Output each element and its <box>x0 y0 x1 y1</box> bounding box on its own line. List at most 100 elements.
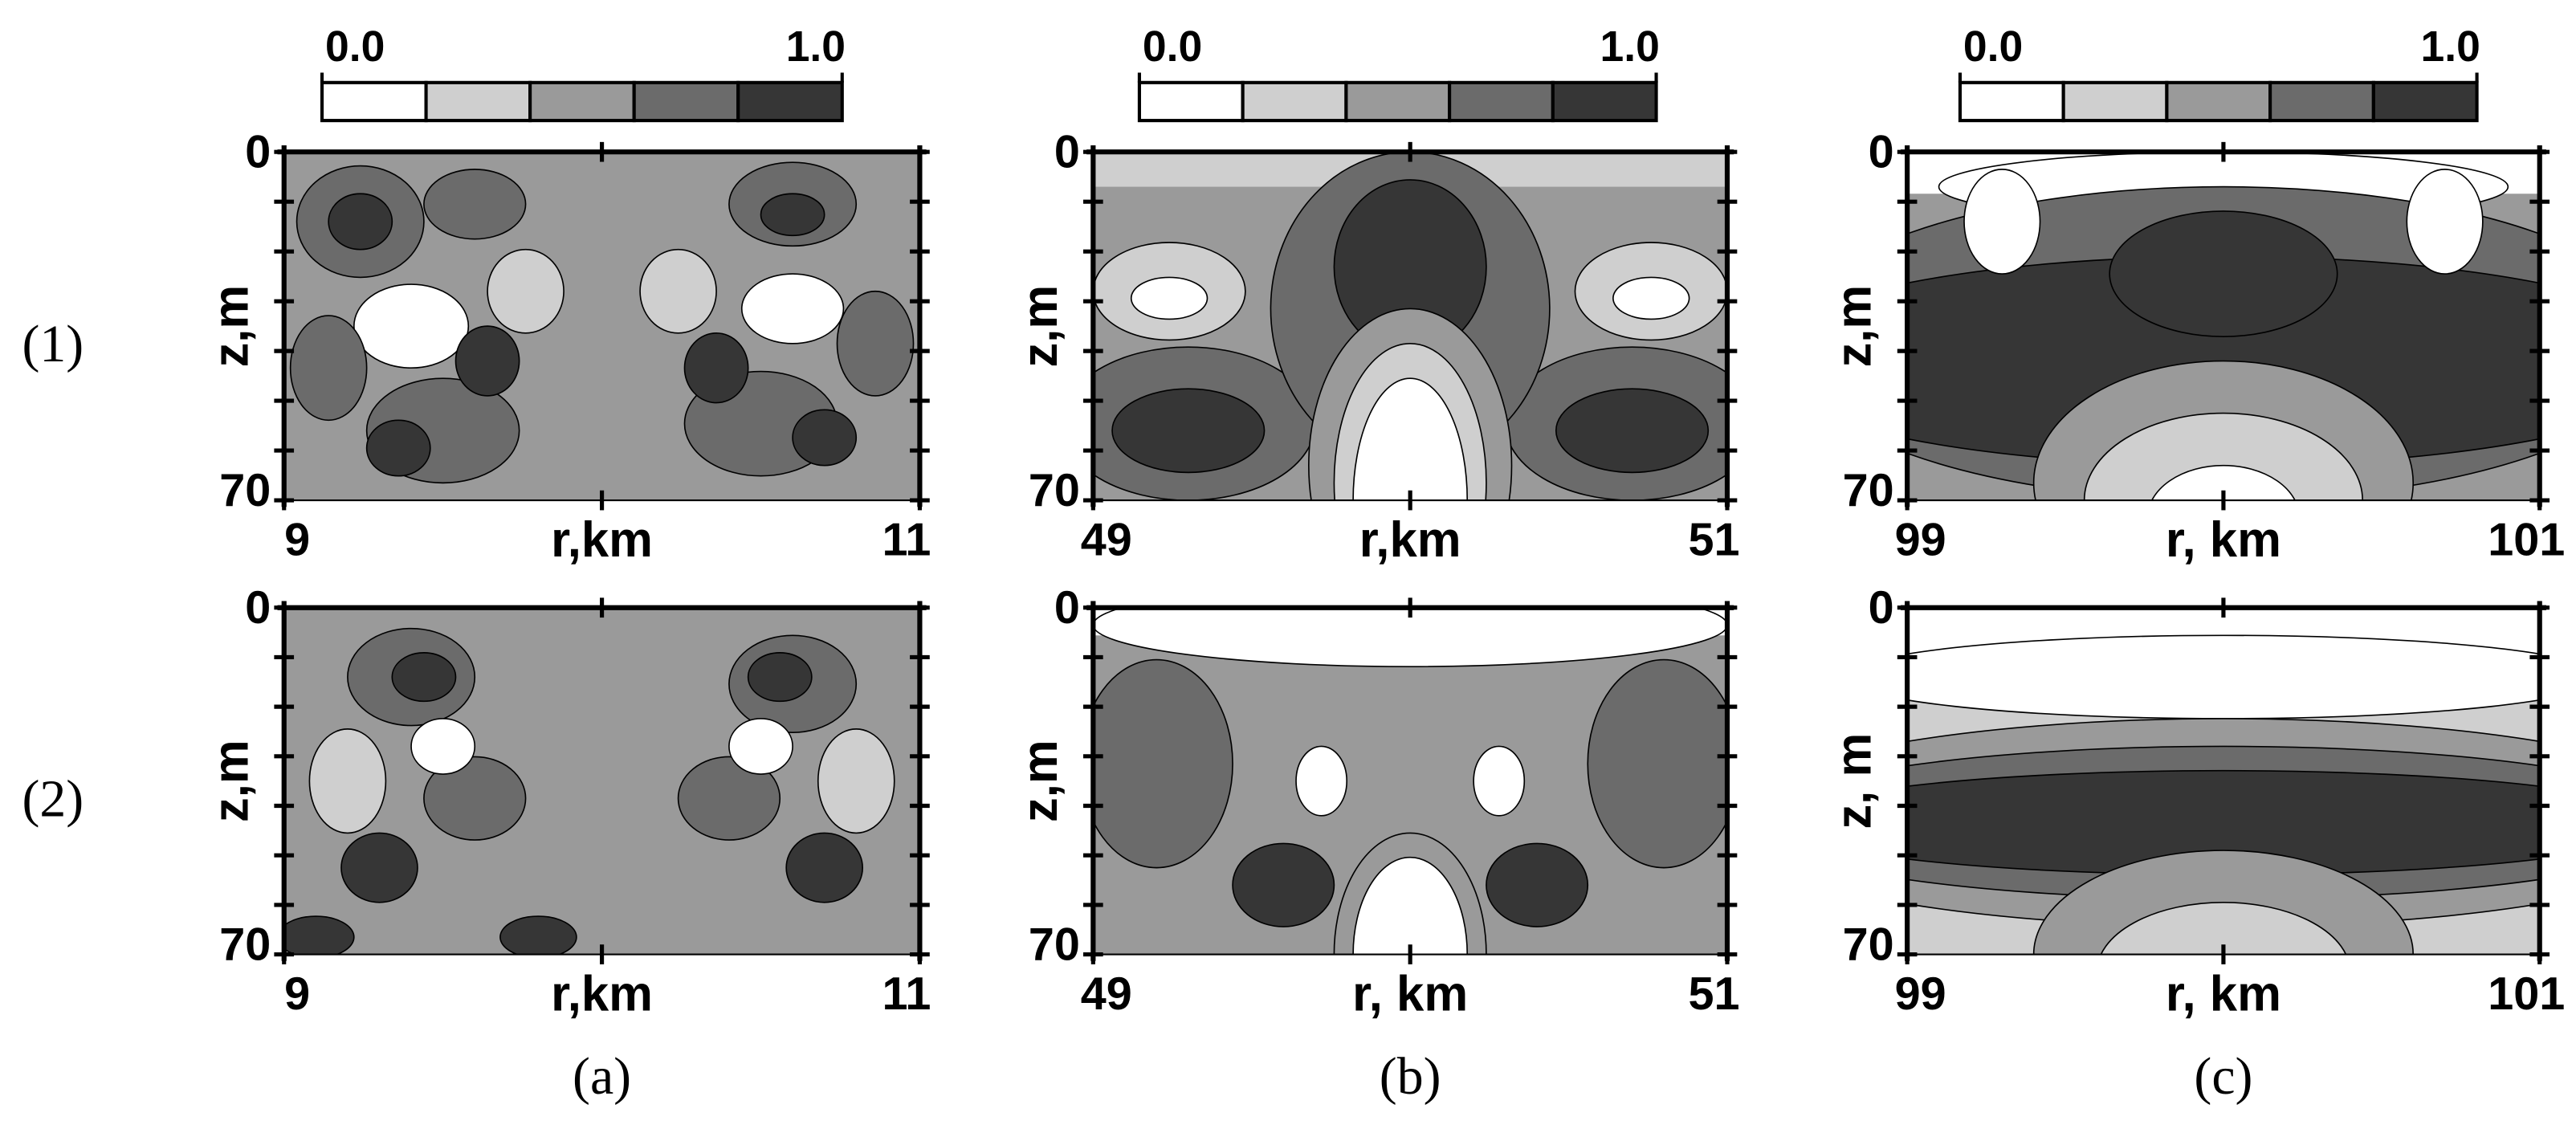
x-axis-label: r, km <box>1352 966 1468 1021</box>
colorbar-swatch <box>2061 80 2169 123</box>
x-tick-label: 11 <box>882 968 931 1020</box>
contour-region <box>1093 607 1727 667</box>
x-tick-label: 49 <box>1081 515 1132 566</box>
y-tick-label: 0 <box>1869 582 1894 634</box>
contour-field <box>1093 152 1727 501</box>
contour-region <box>423 756 527 841</box>
y-tick-label: 0 <box>1869 127 1894 178</box>
contour-region <box>836 290 915 397</box>
contour-region <box>289 315 368 422</box>
column-label: (c) <box>2194 1047 2252 1106</box>
contour-region <box>747 652 813 703</box>
colorbar-swatch <box>1958 80 2065 123</box>
y-axis-label: z,m <box>1013 740 1068 822</box>
contour-region <box>1093 658 1233 869</box>
y-tick-label: 0 <box>245 582 271 634</box>
contour-region <box>2150 464 2296 501</box>
colorbar-swatch <box>1551 80 1658 123</box>
contour-region <box>340 832 418 903</box>
column-label: (b) <box>1380 1047 1441 1106</box>
y-axis-label: z, m <box>1827 733 1882 829</box>
x-tick-label: 101 <box>2488 515 2565 566</box>
y-tick-label: 0 <box>1054 127 1080 178</box>
row-label: (2) <box>22 770 84 829</box>
contour-region <box>353 283 470 369</box>
y-tick-label: 70 <box>1843 465 1894 516</box>
x-axis-label: r,km <box>551 966 653 1021</box>
colorbar-tick-label: 0.0 <box>1963 23 2023 71</box>
contour-region <box>1473 745 1526 817</box>
contour-region <box>499 915 577 955</box>
colorbar-swatch <box>736 80 844 123</box>
x-tick-label: 51 <box>1689 515 1740 566</box>
contour-region <box>1111 388 1266 474</box>
y-tick-label: 70 <box>219 465 271 516</box>
x-tick-label: 9 <box>284 968 310 1020</box>
contour-region <box>785 832 864 903</box>
x-axis-label: r,km <box>1359 512 1461 568</box>
contour-region <box>308 728 387 834</box>
colorbar-swatch <box>528 80 636 123</box>
colorbar-swatch <box>2268 80 2375 123</box>
contour-region <box>1486 842 1589 927</box>
x-tick-label: 11 <box>882 515 931 566</box>
contour-region <box>683 332 749 404</box>
contour-field <box>283 607 920 955</box>
contour-field <box>1907 152 2540 501</box>
x-axis-label: r, km <box>2166 966 2281 1021</box>
contour-region <box>1130 276 1209 320</box>
x-axis-label: r,km <box>551 512 653 568</box>
x-tick-label: 51 <box>1689 968 1740 1020</box>
contour-region <box>740 273 845 344</box>
contour-region <box>410 718 476 775</box>
y-tick-label: 70 <box>1029 465 1080 516</box>
contour-region <box>454 325 520 397</box>
colorbar-swatch <box>1137 80 1245 123</box>
contour-region <box>2100 902 2347 955</box>
contour-region <box>2083 412 2363 501</box>
colorbar-tick-label: 1.0 <box>786 23 846 71</box>
contour-region <box>283 915 355 955</box>
x-axis-label: r, km <box>2166 512 2281 568</box>
contour-region <box>1232 842 1335 927</box>
colorbar-swatch <box>1344 80 1452 123</box>
contour-region <box>487 248 565 334</box>
contour-region <box>760 193 825 237</box>
contour-region <box>792 409 858 467</box>
y-tick-label: 70 <box>219 919 271 971</box>
colorbar-swatch <box>2165 80 2272 123</box>
contour-region <box>423 169 527 240</box>
contour-region <box>1907 634 2540 719</box>
contour-region <box>2406 169 2484 275</box>
colorbar-swatch <box>320 80 428 123</box>
contour-region <box>1352 856 1469 955</box>
contour-region <box>1555 388 1710 474</box>
contour-field <box>1907 607 2540 955</box>
colorbar-swatch <box>1241 80 1348 123</box>
colorbar-swatch <box>632 80 740 123</box>
colorbar-tick-label: 1.0 <box>1600 23 1660 71</box>
contour-region <box>2109 210 2338 337</box>
colorbar-tick-label: 1.0 <box>2421 23 2480 71</box>
y-axis-label: z,m <box>203 285 259 368</box>
contour-region <box>391 652 457 703</box>
contour-region <box>677 756 781 841</box>
x-tick-label: 9 <box>284 515 310 566</box>
contour-region <box>365 419 431 477</box>
y-axis-label: z,m <box>1827 285 1882 368</box>
contour-region <box>1587 658 1727 869</box>
colorbar-tick-label: 0.0 <box>1143 23 1202 71</box>
x-tick-label: 101 <box>2488 968 2565 1020</box>
contour-field <box>283 152 920 501</box>
row-label: (1) <box>22 315 84 373</box>
y-axis-label: z,m <box>203 740 259 822</box>
y-tick-label: 70 <box>1029 919 1080 971</box>
contour-field <box>1093 607 1727 955</box>
colorbar-tick-label: 0.0 <box>325 23 385 71</box>
y-tick-label: 0 <box>1054 582 1080 634</box>
x-tick-label: 99 <box>1895 515 1946 566</box>
contour-region <box>728 718 793 775</box>
contour-region <box>328 193 393 251</box>
